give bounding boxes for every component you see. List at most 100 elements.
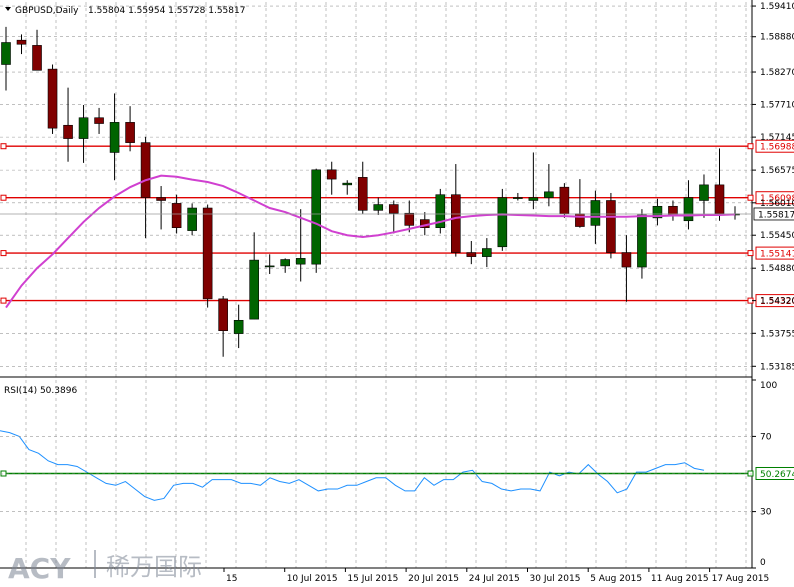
candle-body: [47, 68, 58, 129]
candle-body: [187, 207, 197, 231]
level-handle: [0, 194, 7, 201]
rsi-tick-label: 100: [760, 381, 777, 391]
level-price-label: 1.55141: [760, 250, 794, 260]
level-handle: [747, 194, 754, 201]
candle-body: [606, 200, 616, 253]
candle-body: [451, 194, 461, 253]
rsi-level-handle: [0, 470, 7, 477]
level-handle: [747, 250, 754, 257]
candle-body: [357, 177, 368, 211]
level-price-box: [755, 139, 794, 153]
level-handle: [0, 250, 7, 257]
candle-body: [528, 197, 539, 201]
candle-body: [513, 197, 523, 199]
candle-body: [94, 117, 104, 124]
rsi-tick-label: 30: [760, 508, 772, 518]
price-grid: [0, 0, 753, 569]
time-axis: 15 10 Jul 2015 15 Jul 2015 20 Jul 2015 24 Ju…: [223, 568, 770, 584]
time-tick-label: 24 Jul 2015: [469, 574, 520, 584]
candle-body: [233, 319, 244, 334]
level-price-box: [755, 191, 794, 205]
rsi-level-box: [755, 466, 794, 480]
candle-body: [482, 248, 492, 257]
candle-body: [32, 45, 42, 71]
dropdown-triangle-icon[interactable]: [5, 7, 11, 11]
price-tick-label: 1.59410: [760, 2, 794, 12]
symbol-header: GBPUSD,Daily: [15, 6, 79, 16]
candle-body: [683, 197, 694, 222]
level-price-label: 1.56988: [760, 143, 794, 153]
candle-body: [63, 124, 73, 139]
candle-body: [171, 203, 182, 228]
price-tick-label: 1.55450: [760, 231, 794, 241]
rsi-level-handle: [747, 470, 754, 477]
ohlc-header: 1.55804 1.55954 1.55728 1.55817: [88, 6, 245, 16]
logo-divider: [94, 550, 96, 578]
time-tick-label: 15 Jul 2015: [347, 574, 398, 584]
current-price-box: [753, 207, 794, 221]
candle-body: [218, 298, 228, 332]
rsi-tick-label: 70: [760, 432, 772, 442]
price-tick-label: 1.53185: [760, 362, 794, 372]
candles: [1, 26, 740, 357]
candle-body: [404, 212, 415, 226]
price-tick-label: 1.56010: [760, 199, 794, 209]
acy-logo: ACY 稀万国际: [8, 550, 202, 585]
rsi-tick-label: 0: [760, 558, 766, 568]
candle-body: [156, 197, 166, 201]
time-tick-label: 15: [226, 574, 237, 584]
logo-cn-text: 稀万国际: [106, 553, 202, 581]
candle-body: [311, 169, 322, 265]
candle-body: [714, 184, 725, 215]
time-tick-label: 10 Jul 2015: [287, 574, 338, 584]
current-price-label: 1.55817: [758, 210, 794, 220]
price-tick-label: 1.53755: [760, 329, 794, 339]
price-tick-label: 1.54320: [760, 297, 794, 307]
level-handle: [0, 297, 7, 304]
candle-body: [621, 252, 632, 268]
rsi-header: RSI(14) 50.3896: [4, 386, 77, 396]
candle-body: [652, 205, 663, 219]
time-tick-label: 5 Aug 2015: [590, 574, 642, 584]
candle-body: [497, 197, 508, 248]
candle-body: [388, 204, 399, 214]
candle-body: [1, 42, 11, 65]
horizontal-levels: 1.56988 1.56098 1.55141 1.54320: [0, 139, 794, 308]
candle-body: [699, 184, 709, 201]
level-handle: [0, 143, 7, 150]
candle-body: [326, 169, 337, 180]
candle-body: [559, 186, 570, 215]
candle-body: [109, 122, 120, 153]
price-tick-label: 1.58880: [760, 33, 794, 43]
candle-body: [373, 204, 384, 211]
candle-body: [140, 142, 151, 198]
level-handle: [747, 143, 754, 150]
candle-body: [78, 117, 89, 139]
candle-body: [544, 191, 554, 198]
price-tick-label: 1.56575: [760, 166, 794, 176]
candle-body: [637, 214, 647, 268]
ma-line: [5, 174, 736, 309]
level-price-box: [755, 246, 794, 260]
level-price-label: 1.56098: [760, 194, 794, 204]
level-price-label: 1.54320: [760, 297, 794, 307]
rsi-level-label: 50.2674: [760, 470, 794, 480]
candle-body: [435, 194, 446, 228]
price-axis: 1.59410 1.58880 1.58270 1.57710 1.57145 1.565…: [752, 2, 794, 372]
candle-body: [280, 259, 290, 267]
price-tick-label: 1.58270: [760, 68, 794, 78]
candle-body: [264, 265, 275, 268]
time-tick-label: 30 Jul 2015: [530, 574, 581, 584]
price-tick-label: 1.57145: [760, 133, 794, 143]
time-tick-label: 17 Aug 2015: [712, 574, 770, 584]
price-tick-label: 1.57710: [760, 100, 794, 110]
logo-text: ACY: [8, 552, 71, 585]
candle-body: [202, 207, 213, 300]
candle-body: [16, 39, 27, 45]
time-tick-label: 20 Jul 2015: [408, 574, 459, 584]
time-tick-label: 11 Aug 2015: [651, 574, 709, 584]
moving-average: [0, 174, 752, 309]
candle-body: [125, 122, 135, 143]
candle-body: [295, 258, 306, 265]
